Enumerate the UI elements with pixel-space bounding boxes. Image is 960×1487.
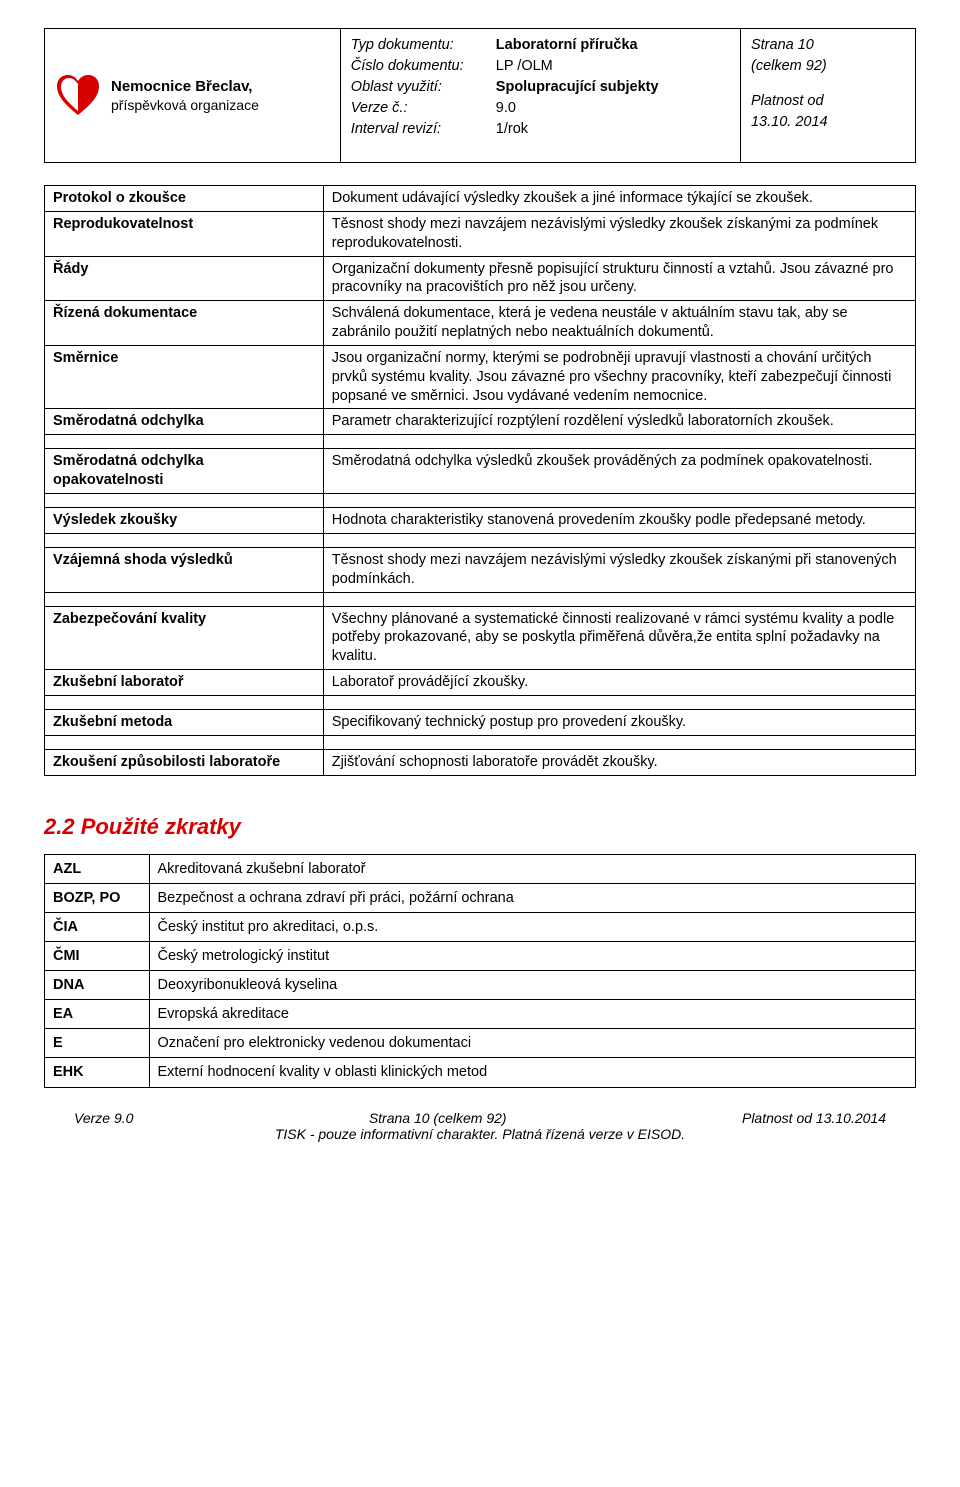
abbreviation-code: EA xyxy=(45,1000,150,1029)
footer-validity: Platnost od 13.10.2014 xyxy=(742,1110,886,1126)
definition-text: Specifikovaný technický postup pro prove… xyxy=(323,709,915,735)
footer-page: Strana 10 (celkem 92) xyxy=(369,1110,507,1126)
valid-from-date: 13.10. 2014 xyxy=(751,112,905,133)
abbreviation-row: EOznačení pro elektronicky vedenou dokum… xyxy=(45,1029,916,1058)
page-footer: Verze 9.0 Strana 10 (celkem 92) Platnost… xyxy=(44,1110,916,1142)
definition-text: Všechny plánované a systematické činnost… xyxy=(323,606,915,670)
definition-spacer-row xyxy=(45,435,916,449)
definition-row: Řízená dokumentaceSchválená dokumentace,… xyxy=(45,301,916,346)
abbreviation-description: Externí hodnocení kvality v oblasti klin… xyxy=(149,1058,915,1087)
abbreviation-code: DNA xyxy=(45,971,150,1000)
abbreviation-description: Deoxyribonukleová kyselina xyxy=(149,971,915,1000)
definition-term: Zabezpečování kvality xyxy=(45,606,324,670)
definitions-table: Protokol o zkoušceDokument udávající výs… xyxy=(44,185,916,776)
header-meta-key: Číslo dokumentu: xyxy=(351,56,496,77)
definition-text: Těsnost shody mezi navzájem nezávislými … xyxy=(323,547,915,592)
definition-row: ŘádyOrganizační dokumenty přesně popisuj… xyxy=(45,256,916,301)
definition-term: Protokol o zkoušce xyxy=(45,186,324,212)
header-meta-value: Laboratorní příručka xyxy=(496,35,638,56)
definition-spacer-row xyxy=(45,592,916,606)
header-meta-key: Verze č.: xyxy=(351,98,496,119)
valid-from-label: Platnost od xyxy=(751,91,905,112)
definition-term: Směrodatná odchylka opakovatelnosti xyxy=(45,449,324,494)
definition-spacer-row xyxy=(45,735,916,749)
abbreviation-code: BOZP, PO xyxy=(45,883,150,912)
definition-text: Schválená dokumentace, která je vedena n… xyxy=(323,301,915,346)
definition-row: SměrniceJsou organizační normy, kterými … xyxy=(45,345,916,409)
header-meta-key: Oblast využití: xyxy=(351,77,496,98)
abbreviation-description: Akreditovaná zkušební laboratoř xyxy=(149,854,915,883)
header-meta-value: LP /OLM xyxy=(496,56,553,77)
definition-term: Výsledek zkoušky xyxy=(45,507,324,533)
abbreviation-description: Český institut pro akreditaci, o.p.s. xyxy=(149,912,915,941)
header-meta-value: 9.0 xyxy=(496,98,516,119)
definition-term: Zkoušení způsobilosti laboratoře xyxy=(45,749,324,775)
header-org-block: Nemocnice Břeclav, příspěvková organizac… xyxy=(45,29,341,162)
abbreviation-description: Český metrologický institut xyxy=(149,941,915,970)
abbreviation-row: ČIAČeský institut pro akreditaci, o.p.s. xyxy=(45,912,916,941)
abbreviation-code: ČMI xyxy=(45,941,150,970)
org-subtitle: příspěvková organizace xyxy=(111,96,259,114)
definition-term: Směrnice xyxy=(45,345,324,409)
header-meta-key: Interval revizí: xyxy=(351,119,496,140)
document-header: Nemocnice Břeclav, příspěvková organizac… xyxy=(44,28,916,163)
definition-term: Zkušební laboratoř xyxy=(45,670,324,696)
definition-text: Dokument udávající výsledky zkoušek a ji… xyxy=(323,186,915,212)
definition-row: Zabezpečování kvalityVšechny plánované a… xyxy=(45,606,916,670)
footer-print-note: TISK - pouze informativní charakter. Pla… xyxy=(44,1126,916,1142)
definition-term: Řízená dokumentace xyxy=(45,301,324,346)
definition-text: Těsnost shody mezi navzájem nezávislými … xyxy=(323,211,915,256)
page-number: Strana 10 xyxy=(751,35,905,56)
abbreviations-table: AZLAkreditovaná zkušební laboratořBOZP, … xyxy=(44,854,916,1088)
definition-row: Zkušební laboratořLaboratoř provádějící … xyxy=(45,670,916,696)
abbreviation-code: E xyxy=(45,1029,150,1058)
definition-text: Směrodatná odchylka výsledků zkoušek pro… xyxy=(323,449,915,494)
definition-row: Zkušební metodaSpecifikovaný technický p… xyxy=(45,709,916,735)
definition-row: Protokol o zkoušceDokument udávající výs… xyxy=(45,186,916,212)
abbreviation-row: ČMIČeský metrologický institut xyxy=(45,941,916,970)
definition-term: Směrodatná odchylka xyxy=(45,409,324,435)
page-total: (celkem 92) xyxy=(751,56,905,77)
abbreviation-row: EHKExterní hodnocení kvality v oblasti k… xyxy=(45,1058,916,1087)
definition-spacer-row xyxy=(45,493,916,507)
definition-term: Vzájemná shoda výsledků xyxy=(45,547,324,592)
abbreviation-code: ČIA xyxy=(45,912,150,941)
definition-row: Zkoušení způsobilosti laboratořeZjišťová… xyxy=(45,749,916,775)
heart-icon xyxy=(53,71,103,121)
definition-term: Zkušební metoda xyxy=(45,709,324,735)
abbreviation-row: AZLAkreditovaná zkušební laboratoř xyxy=(45,854,916,883)
definition-term: Řády xyxy=(45,256,324,301)
abbreviation-code: EHK xyxy=(45,1058,150,1087)
definition-row: Vzájemná shoda výsledkůTěsnost shody mez… xyxy=(45,547,916,592)
definition-text: Organizační dokumenty přesně popisující … xyxy=(323,256,915,301)
abbreviation-description: Označení pro elektronicky vedenou dokume… xyxy=(149,1029,915,1058)
definition-text: Laboratoř provádějící zkoušky. xyxy=(323,670,915,696)
footer-version: Verze 9.0 xyxy=(74,1110,133,1126)
definition-row: Směrodatná odchylka opakovatelnostiSměro… xyxy=(45,449,916,494)
section-heading: 2.2 Použité zkratky xyxy=(44,814,916,840)
header-meta-block: Typ dokumentu:Laboratorní příručkaČíslo … xyxy=(341,29,741,162)
definition-row: Směrodatná odchylkaParametr charakterizu… xyxy=(45,409,916,435)
abbreviation-description: Evropská akreditace xyxy=(149,1000,915,1029)
abbreviation-row: EAEvropská akreditace xyxy=(45,1000,916,1029)
header-page-block: Strana 10 (celkem 92) Platnost od 13.10.… xyxy=(741,29,915,162)
definition-row: ReprodukovatelnostTěsnost shody mezi nav… xyxy=(45,211,916,256)
abbreviation-row: DNADeoxyribonukleová kyselina xyxy=(45,971,916,1000)
abbreviation-row: BOZP, POBezpečnost a ochrana zdraví při … xyxy=(45,883,916,912)
abbreviation-description: Bezpečnost a ochrana zdraví při práci, p… xyxy=(149,883,915,912)
header-meta-value: 1/rok xyxy=(496,119,528,140)
definition-text: Jsou organizační normy, kterými se podro… xyxy=(323,345,915,409)
definition-row: Výsledek zkouškyHodnota charakteristiky … xyxy=(45,507,916,533)
definition-spacer-row xyxy=(45,533,916,547)
abbreviation-code: AZL xyxy=(45,854,150,883)
header-meta-value: Spolupracující subjekty xyxy=(496,77,659,98)
definition-text: Parametr charakterizující rozptýlení roz… xyxy=(323,409,915,435)
definition-text: Zjišťování schopnosti laboratoře provádě… xyxy=(323,749,915,775)
definition-term: Reprodukovatelnost xyxy=(45,211,324,256)
org-name: Nemocnice Břeclav, xyxy=(111,77,259,97)
header-meta-key: Typ dokumentu: xyxy=(351,35,496,56)
definition-text: Hodnota charakteristiky stanovená proved… xyxy=(323,507,915,533)
definition-spacer-row xyxy=(45,695,916,709)
